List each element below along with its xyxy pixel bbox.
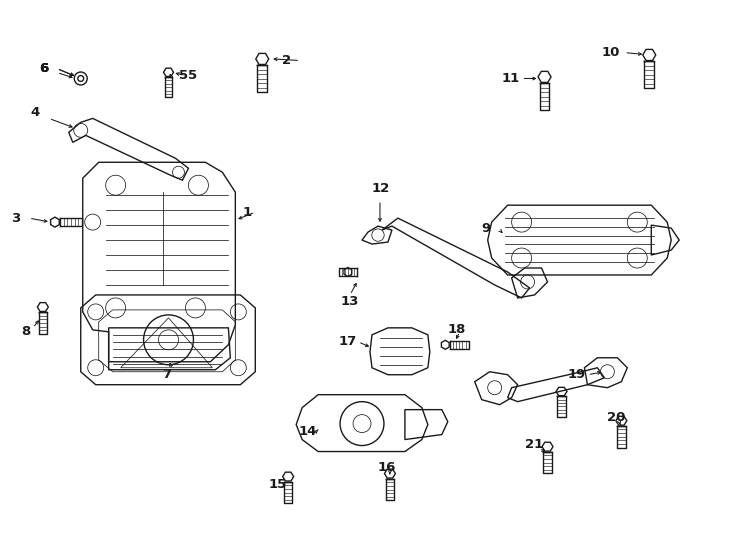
Text: 2: 2	[282, 54, 291, 67]
Text: 6: 6	[39, 62, 48, 75]
Text: 17: 17	[338, 335, 356, 348]
Text: 9: 9	[482, 221, 491, 234]
Text: 5: 5	[179, 69, 189, 82]
Text: 5: 5	[189, 69, 197, 82]
Text: 20: 20	[607, 411, 626, 424]
Text: 6: 6	[39, 62, 48, 75]
Text: 6: 6	[39, 62, 48, 75]
Text: 1: 1	[242, 206, 252, 219]
Text: 8: 8	[21, 325, 30, 339]
Text: 18: 18	[448, 323, 466, 336]
Text: 12: 12	[372, 182, 390, 195]
Text: 13: 13	[340, 295, 358, 308]
Text: 11: 11	[501, 72, 520, 85]
Text: 19: 19	[567, 368, 586, 381]
Text: 16: 16	[378, 461, 396, 474]
Text: 10: 10	[601, 46, 619, 59]
Text: 7: 7	[162, 368, 172, 381]
Text: 21: 21	[525, 438, 543, 451]
Text: 14: 14	[298, 425, 316, 438]
Text: 15: 15	[268, 478, 286, 491]
Text: 4: 4	[31, 106, 40, 119]
Text: 3: 3	[11, 212, 20, 225]
